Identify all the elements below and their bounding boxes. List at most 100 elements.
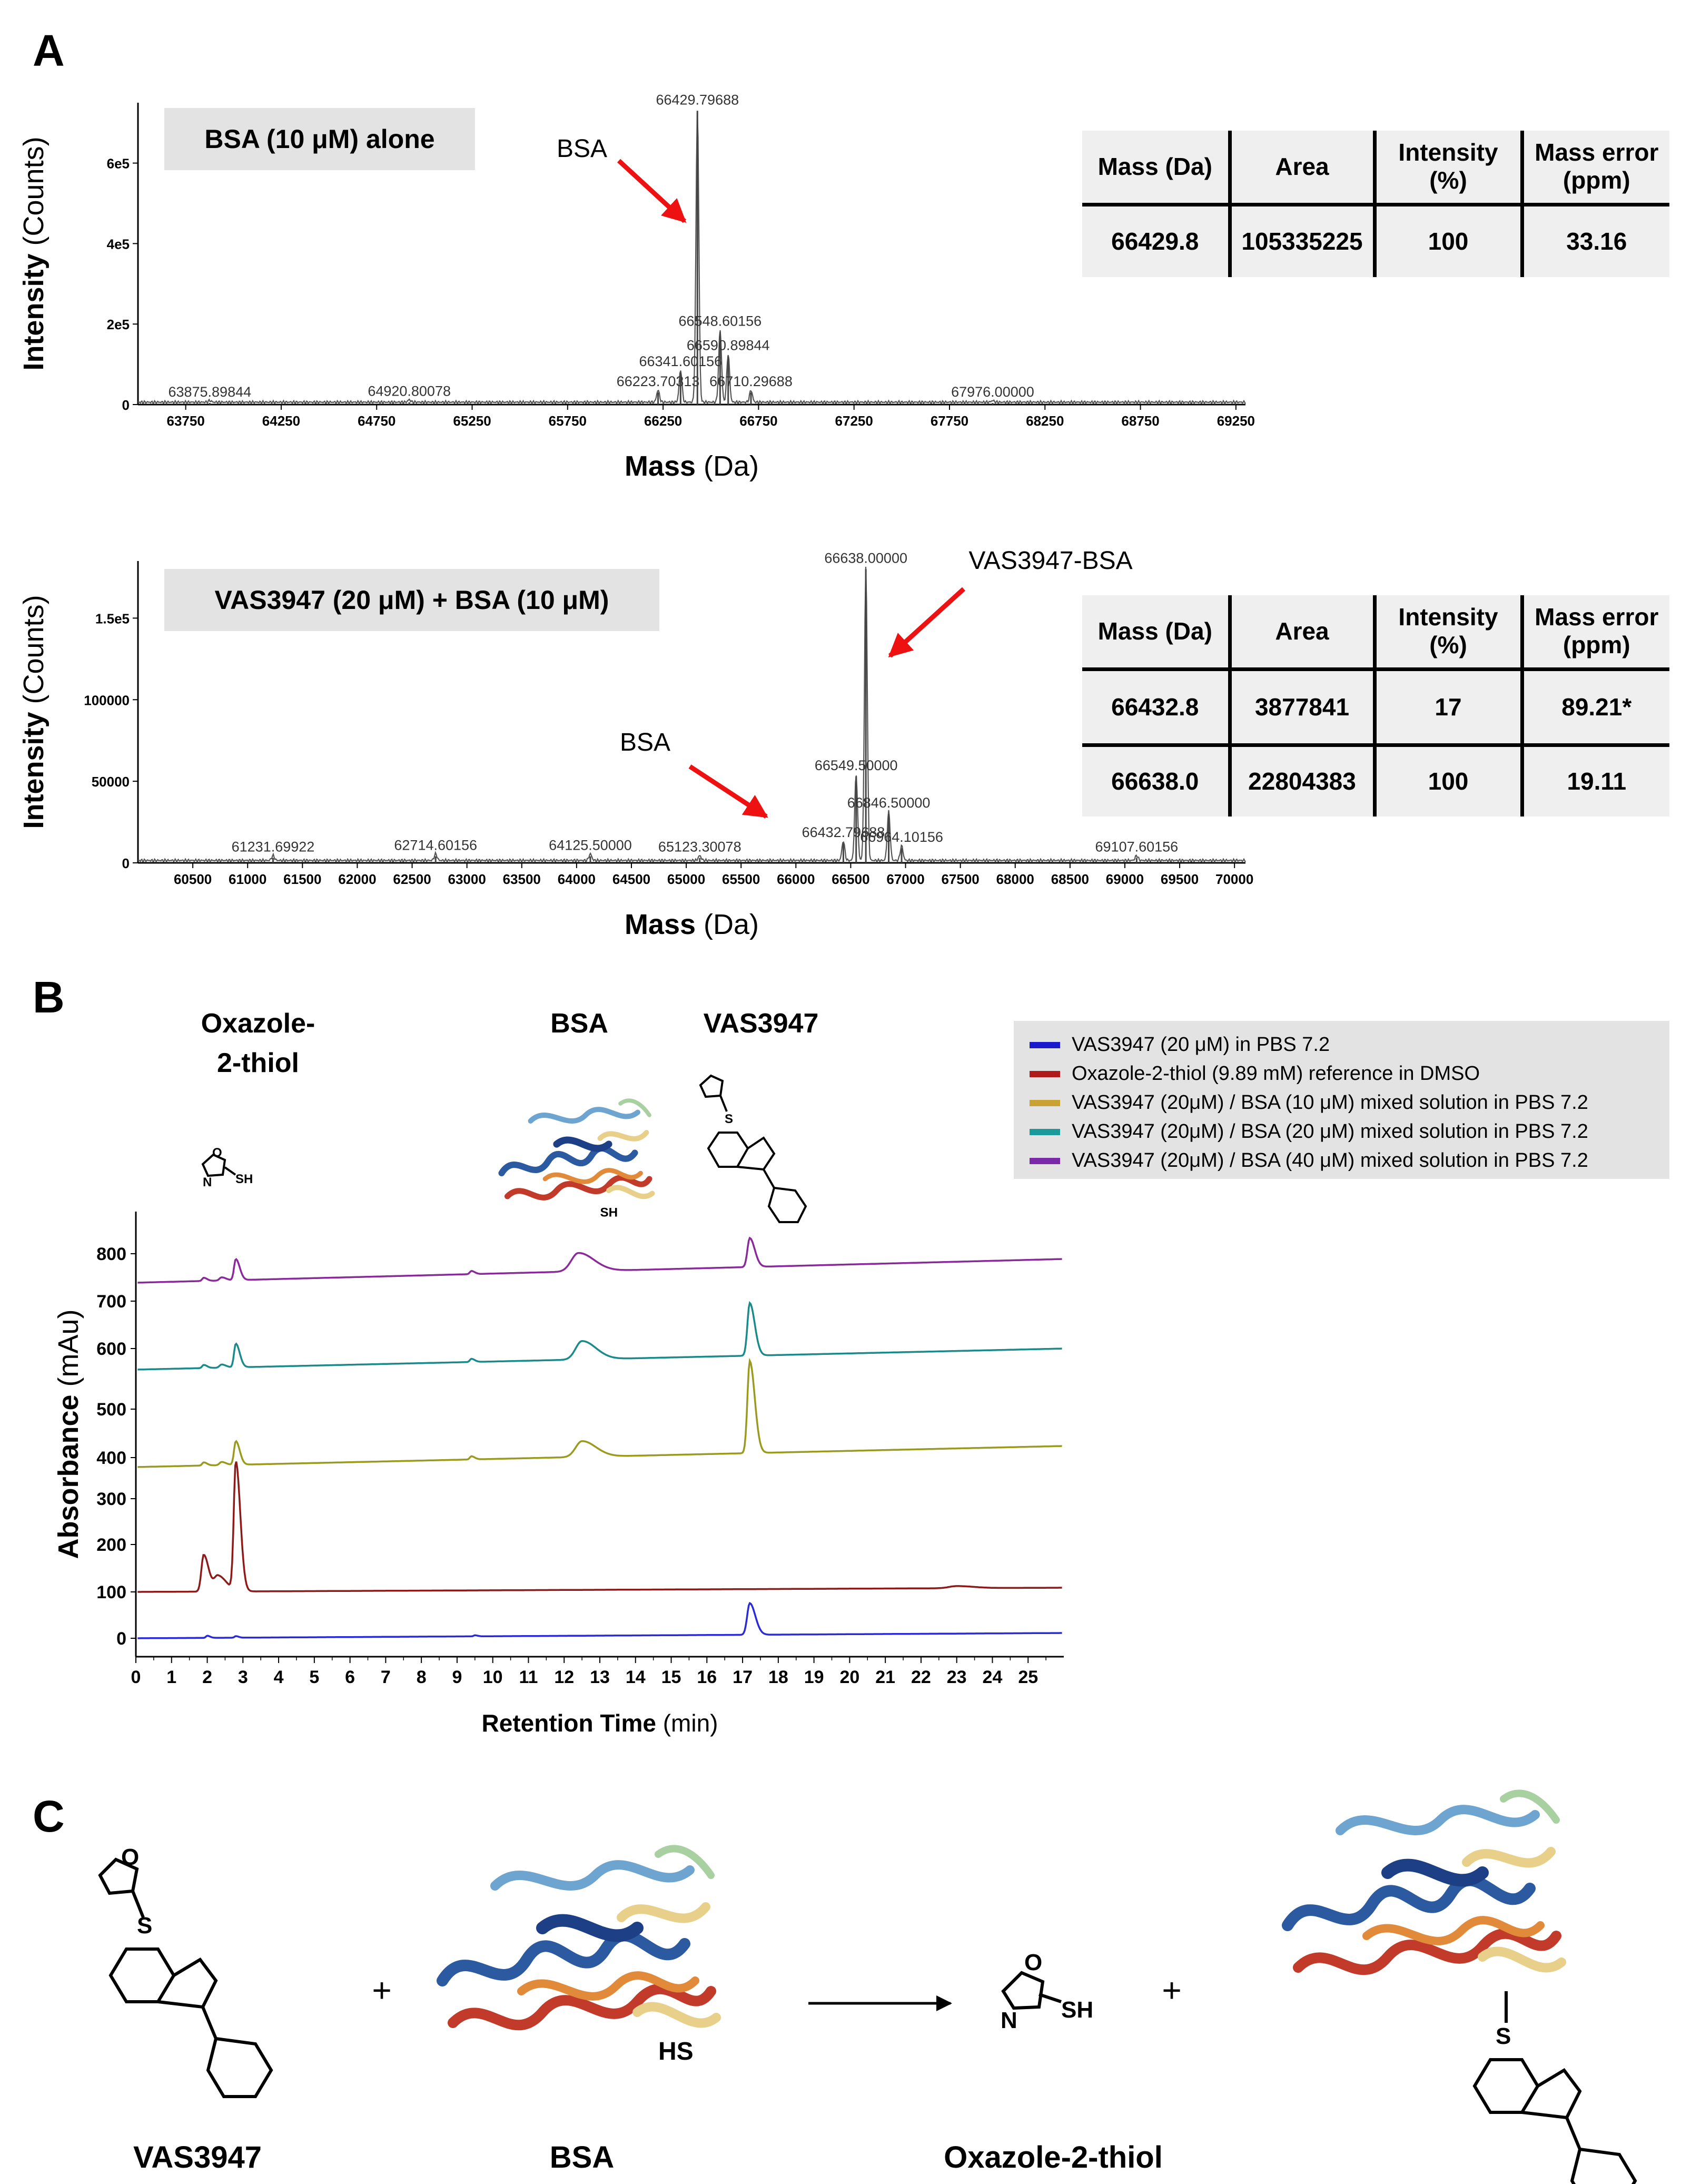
- x-tick-label: 25: [1018, 1667, 1038, 1687]
- series-line: [137, 1601, 1062, 1639]
- legend-swatch: [1030, 1070, 1060, 1077]
- peak-label: 63875.89844: [168, 384, 251, 400]
- struct-atom-n: N: [203, 1175, 212, 1189]
- x-tick-label: 64000: [558, 871, 596, 887]
- series-line: [137, 1461, 1062, 1593]
- bsa-protein-c: HS: [416, 1838, 732, 2081]
- x-tick-label: 62500: [393, 871, 431, 887]
- x-axis-label: Mass (Da): [625, 450, 759, 482]
- legend-label: VAS3947 (20μM) / BSA (20 μM) mixed solut…: [1072, 1120, 1588, 1143]
- peak-label: 64920.80078: [368, 383, 451, 399]
- y-tick-label: 6e5: [107, 156, 130, 172]
- y-tick-label: 400: [96, 1448, 126, 1468]
- table-header: Mass (Da): [1097, 617, 1212, 645]
- x-tick-label: 64750: [358, 413, 395, 429]
- x-tick-label: 69250: [1217, 413, 1255, 429]
- x-tick-label: 66500: [832, 871, 869, 887]
- legend-label: VAS3947 (20μM) / BSA (10 μM) mixed solut…: [1072, 1091, 1588, 1114]
- vas3947-structure-c: O S: [98, 1844, 273, 2098]
- y-tick-label: 500: [96, 1400, 126, 1420]
- table-header: Mass error (ppm): [1520, 595, 1669, 669]
- y-axis-label-main: Intensity: [18, 704, 50, 829]
- x-tick-label: 61000: [229, 871, 266, 887]
- x-tick-label: 4: [274, 1667, 284, 1687]
- x-tick-label: 70000: [1215, 871, 1253, 887]
- annotation-arrow: [888, 587, 966, 658]
- vas3947-structure-b: S: [699, 1074, 807, 1223]
- series-line: [137, 1236, 1062, 1284]
- struct-atom-hs: HS: [658, 2038, 694, 2065]
- ms-table-2: Mass (Da) Area Intensity (%) Mass error …: [1082, 595, 1669, 816]
- peak-label: 66590.89844: [687, 337, 770, 353]
- legend-item: VAS3947 (20 μM) in PBS 7.2: [1014, 1030, 1669, 1059]
- x-tick-label: 20: [839, 1667, 859, 1687]
- x-tick-label: 63750: [166, 413, 204, 429]
- ms-table-1: Mass (Da) Area Intensity (%) Mass error …: [1082, 131, 1669, 277]
- peak-label: 66638.00000: [824, 550, 907, 566]
- sample-label-bsa-alone: BSA (10 μM) alone: [164, 108, 475, 170]
- peak-label: 66964.10156: [860, 829, 943, 845]
- table-header: Area: [1228, 595, 1374, 669]
- x-tick-label: 62000: [338, 871, 376, 887]
- struct-atom-o: O: [212, 1146, 222, 1160]
- y-axis-label-unit: (Counts): [18, 595, 50, 704]
- y-tick-label: 300: [96, 1489, 126, 1509]
- x-tick-label: 12: [554, 1667, 574, 1687]
- x-tick-label: 7: [381, 1667, 391, 1687]
- table-cell: 105335225: [1228, 202, 1374, 277]
- x-tick-label: 68250: [1026, 413, 1064, 429]
- peak-label: 65123.30078: [658, 839, 741, 855]
- y-tick-label: 800: [96, 1244, 126, 1264]
- reactant-label-vas3947: VAS3947: [133, 2140, 262, 2175]
- peak-label: 61231.69922: [232, 839, 315, 855]
- y-tick-label: 4e5: [107, 236, 130, 252]
- table-cell: 66432.8: [1082, 667, 1230, 745]
- product-label-oxazole-thiol: Oxazole-2-thiol: [944, 2140, 1163, 2175]
- y-tick-label: 0: [122, 397, 130, 413]
- peak-label: 66223.70313: [617, 373, 700, 389]
- x-tick-label: 69000: [1106, 871, 1144, 887]
- peak-id-label: Oxazole-: [201, 1008, 315, 1039]
- table-header: Mass (Da): [1097, 152, 1212, 180]
- x-tick-label: 65250: [453, 413, 491, 429]
- x-tick-label: 66000: [777, 871, 815, 887]
- y-tick-label: 2e5: [107, 317, 130, 332]
- spectrum-line: [137, 111, 1246, 405]
- peak-label: 62714.60156: [394, 838, 477, 853]
- legend-swatch: [1030, 1099, 1060, 1106]
- x-tick-label: 60500: [174, 871, 212, 887]
- peak-label: 66432.79688: [802, 824, 885, 840]
- x-tick-label: 0: [131, 1667, 141, 1687]
- y-tick-label: 200: [96, 1535, 126, 1555]
- annotation-label: BSA: [620, 729, 670, 756]
- annotation-arrow: [688, 764, 768, 819]
- y-tick-label: 700: [96, 1292, 126, 1312]
- panel-label-b: B: [33, 972, 65, 1022]
- x-tick-label: 69500: [1161, 871, 1199, 887]
- x-tick-label: 14: [626, 1667, 646, 1687]
- annotation-label: BSA: [557, 135, 607, 163]
- x-tick-label: 64500: [612, 871, 650, 887]
- x-tick-label: 65750: [549, 413, 587, 429]
- struct-atom-s: S: [137, 1913, 152, 1939]
- table-cell: 89.21*: [1520, 667, 1669, 745]
- x-axis-label: Retention Time (min): [482, 1709, 718, 1737]
- table-cell: 33.16: [1520, 202, 1669, 277]
- x-axis-label-main: Retention Time: [482, 1709, 663, 1737]
- spectrum-line: [137, 566, 1246, 863]
- bsa-protein-b: SH: [487, 1095, 661, 1228]
- x-tick-label: 66750: [739, 413, 777, 429]
- annotation-arrow: [617, 159, 687, 223]
- y-axis-label-main: Intensity: [18, 246, 50, 371]
- x-tick-label: 15: [661, 1667, 681, 1687]
- legend-item: VAS3947 (20μM) / BSA (40 μM) mixed solut…: [1014, 1146, 1669, 1175]
- table-cell: 22804383: [1228, 743, 1374, 816]
- peak-label: 66846.50000: [847, 795, 931, 811]
- x-tick-label: 19: [804, 1667, 824, 1687]
- oxazole-thiol-structure-b: O N SH: [201, 1146, 253, 1189]
- table-cell: 3877841: [1228, 667, 1374, 745]
- sample-label-vas-bsa: VAS3947 (20 μM) + BSA (10 μM): [164, 569, 659, 631]
- x-tick-label: 8: [417, 1667, 427, 1687]
- legend-label: Oxazole-2-thiol (9.89 mM) reference in D…: [1072, 1063, 1480, 1085]
